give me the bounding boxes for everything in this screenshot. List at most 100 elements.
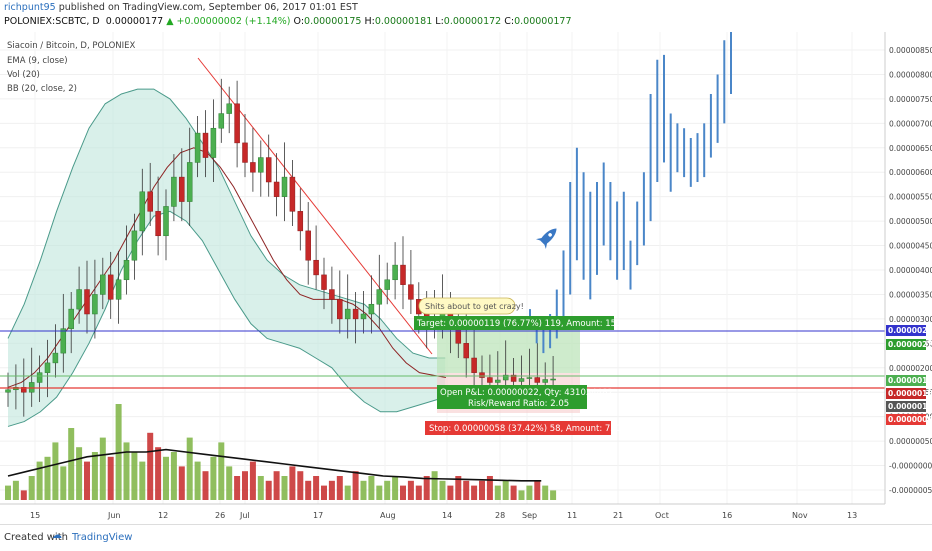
price-tag-stop: 0.00000097 xyxy=(886,414,932,425)
volume-bar xyxy=(202,471,209,500)
symbol-label: POLONIEX:SCBTC, D xyxy=(4,16,100,27)
candle-body xyxy=(210,127,217,158)
candles xyxy=(5,78,556,417)
candle-body xyxy=(463,343,469,359)
price-tick-label: 0.00000400 xyxy=(889,266,932,275)
candle-body xyxy=(337,299,343,320)
low-label: L: xyxy=(435,16,444,27)
candle-body xyxy=(179,176,185,202)
target-label[interactable]: Target: 0.00000119 (76.77%) 119, Amount:… xyxy=(414,316,640,330)
price-tick-label: -0.00000000 xyxy=(889,462,932,471)
candle-body xyxy=(510,374,517,382)
time-axis[interactable]: 15 Jun 12 26 Jul 17 Aug 14 28 Sep 11 21 Oct 16 Nov 13 xyxy=(30,511,857,520)
candle-body xyxy=(321,274,327,290)
volume-bar xyxy=(526,485,533,500)
price-axis[interactable]: 0.00000850 0.00000800 0.00000750 0.00000700… xyxy=(889,46,932,495)
volume-bar xyxy=(147,432,154,500)
time-tick-label: 21 xyxy=(613,511,623,520)
volume-bars xyxy=(5,404,557,500)
time-tick-label: Jun xyxy=(107,511,121,520)
price-tick-label: 0.00000350 xyxy=(889,290,932,299)
candle-body xyxy=(502,374,509,381)
volume-bar xyxy=(297,471,304,500)
volume-bar xyxy=(518,490,525,500)
volume-bar xyxy=(336,476,343,500)
price-tag-current-text: 0.00000177 xyxy=(888,376,932,385)
author-link[interactable]: richpunt95 xyxy=(4,2,56,13)
volume-ma-line xyxy=(7,448,542,482)
price-chart[interactable]: Siacoin / Bitcoin, D, POLONIEX EMA (9, c… xyxy=(0,32,932,524)
tradingview-cloud-icon: ☁ xyxy=(52,530,62,541)
volume-bar xyxy=(257,476,264,500)
price-tag-stop-text: 0.00000097 xyxy=(888,415,932,424)
candle-body xyxy=(376,289,383,305)
volume-bar xyxy=(534,480,541,500)
volume-bar xyxy=(60,466,67,500)
candle-body xyxy=(147,191,153,212)
volume-bar xyxy=(68,428,75,500)
volume-bar xyxy=(5,485,11,500)
volume-bar xyxy=(439,480,446,500)
legend-title: Siacoin / Bitcoin, D, POLONIEX xyxy=(7,41,136,51)
legend-ema[interactable]: EMA (9, close) xyxy=(7,56,68,66)
price-tick-label: 0.00000300 xyxy=(889,315,932,324)
candle-body xyxy=(297,211,304,232)
volume-bar xyxy=(289,466,296,500)
candle-body xyxy=(408,284,414,300)
volume-bar xyxy=(52,442,59,500)
target-label-text: Target: 0.00000119 (76.77%) 119, Amount:… xyxy=(416,319,640,329)
candle-body xyxy=(92,294,98,315)
legend-bb[interactable]: BB (20, close, 2) xyxy=(7,84,77,94)
volume-bar xyxy=(352,471,359,500)
volume-bar xyxy=(107,456,114,500)
bb-lower xyxy=(7,210,446,427)
time-tick-label: 14 xyxy=(442,511,452,520)
candle-body xyxy=(518,378,525,382)
candle-body xyxy=(242,142,248,163)
pl-label[interactable]: Open P&L: 0.00000022, Qty: 431034482 Ris… xyxy=(437,385,613,409)
candle-body xyxy=(289,176,296,212)
candle-body xyxy=(194,132,201,163)
candle-body xyxy=(479,372,485,378)
candle-body xyxy=(273,181,280,197)
volume-bar xyxy=(384,480,391,500)
price-tag-blue-2-text: 0.00000274 xyxy=(888,340,932,349)
candle-body xyxy=(131,230,138,261)
candle-body xyxy=(171,176,177,207)
volume-bar xyxy=(502,480,509,500)
price-tick-label: 0.00000500 xyxy=(889,217,932,226)
risk-reward-text: Risk/Reward Ratio: 2.05 xyxy=(468,399,569,409)
legend-vol[interactable]: Vol (20) xyxy=(7,70,40,80)
candle-body xyxy=(392,264,398,281)
volume-bar xyxy=(218,442,225,500)
volume-bar xyxy=(273,471,280,500)
candle-body xyxy=(123,259,130,281)
stop-label[interactable]: Stop: 0.00000058 (37.42%) 58, Amount: 75… xyxy=(425,421,621,435)
close-value: 0.00000177 xyxy=(514,16,572,27)
volume-bar xyxy=(99,437,106,500)
volume-bar xyxy=(344,485,351,500)
price-tick-label: 0.00000600 xyxy=(889,168,932,177)
published-text: published on TradingView.com, September … xyxy=(58,2,358,13)
open-value: 0.00000175 xyxy=(304,16,362,27)
volume-bar xyxy=(376,485,383,500)
candle-body xyxy=(76,289,82,310)
candle-body xyxy=(360,313,367,320)
time-tick-label: Aug xyxy=(380,511,396,520)
callout-bubble[interactable]: Shits about to get crazy! xyxy=(418,297,524,315)
price-tick-label: 0.00000700 xyxy=(889,119,932,128)
open-label: O: xyxy=(293,16,305,27)
candle-body xyxy=(68,308,74,329)
rocket-icon xyxy=(535,228,557,250)
volume-bar xyxy=(542,485,549,500)
time-tick-label: 15 xyxy=(30,511,40,520)
time-tick-label: 11 xyxy=(567,511,577,520)
volume-bar xyxy=(479,480,485,500)
price-tag-lower-text: 0.00000155 xyxy=(888,402,932,411)
volume-bar xyxy=(76,447,83,500)
tradingview-brand[interactable]: TradingView xyxy=(72,532,133,543)
volume-bar xyxy=(368,476,375,500)
high-value: 0.00000181 xyxy=(374,16,433,27)
candle-body xyxy=(139,191,146,232)
projection-bars xyxy=(529,32,732,354)
